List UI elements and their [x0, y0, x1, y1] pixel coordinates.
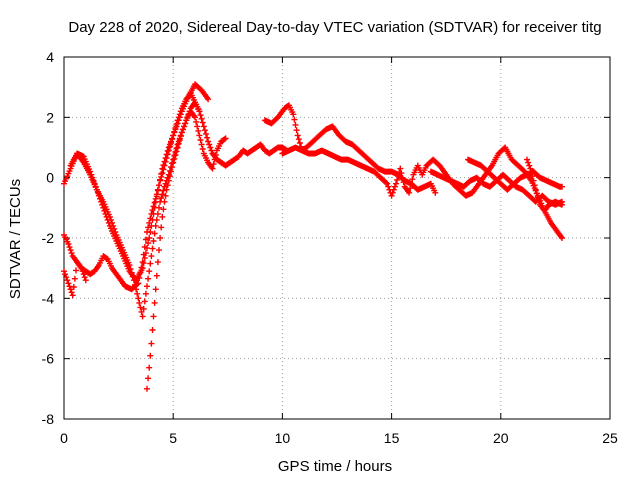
x-tick-label: 0	[60, 430, 68, 446]
x-axis-ticks: 0 5 10 15 20 25	[60, 57, 618, 446]
y-tick-label: 0	[46, 170, 54, 186]
series-markers	[279, 144, 565, 241]
x-tick-label: 5	[169, 430, 177, 446]
series-track-3	[61, 90, 203, 293]
x-tick-label: 20	[493, 430, 509, 446]
x-axis-label: GPS time / hours	[278, 458, 392, 475]
y-tick-label: 2	[46, 109, 54, 125]
series-track-10	[524, 156, 565, 214]
y-tick-label: -8	[42, 411, 55, 427]
series-track-2	[61, 259, 89, 299]
series-track-5	[144, 99, 290, 392]
x-tick-label: 15	[384, 430, 400, 446]
x-tick-label: 25	[602, 430, 618, 446]
series-markers	[67, 108, 229, 320]
y-tick-label: -6	[42, 351, 55, 367]
series-markers	[524, 156, 565, 214]
plot-area-points	[61, 81, 565, 392]
series-markers	[144, 99, 290, 392]
chart-title: Day 228 of 2020, Sidereal Day-to-day VTE…	[68, 19, 601, 36]
grid-lines	[64, 57, 610, 419]
y-tick-label: -2	[42, 230, 55, 246]
y-axis-ticks: -8 -6 -4 -2 0 2 4	[42, 49, 610, 427]
y-axis-label: SDTVAR / TECUs	[7, 179, 24, 299]
series-track-7	[279, 144, 565, 241]
series-track-8	[427, 168, 565, 208]
y-tick-label: -4	[42, 290, 55, 306]
series-markers	[427, 168, 565, 208]
x-tick-label: 10	[275, 430, 291, 446]
series-track-4	[67, 108, 229, 320]
series-markers	[61, 90, 203, 293]
y-tick-label: 4	[46, 49, 54, 65]
series-markers	[61, 259, 89, 299]
